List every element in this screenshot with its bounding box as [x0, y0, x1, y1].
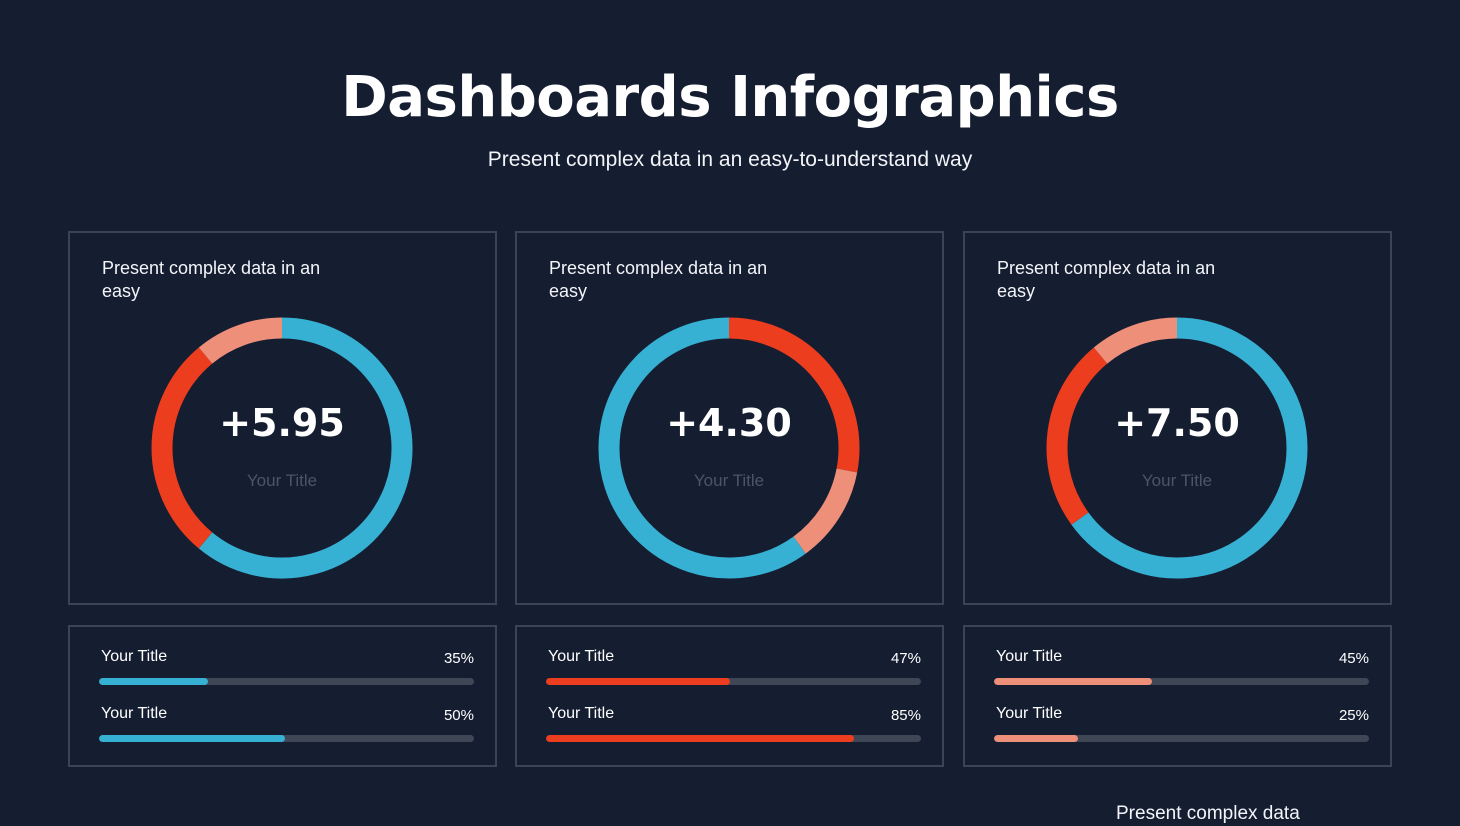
- donut-slice-3: [598, 317, 806, 579]
- donut-slice-2: [793, 468, 858, 554]
- progress-percent: 45%: [1338, 650, 1369, 667]
- card-description: Present complex data in an easy: [997, 258, 1216, 301]
- progress-track: [99, 735, 474, 742]
- card-description: Present complex data in an easy: [549, 258, 768, 301]
- progress-row: Your Title 85%: [546, 704, 921, 744]
- card-description: Present complex data in an easy: [102, 258, 321, 301]
- progress-percent: 25%: [1338, 707, 1369, 724]
- donut-center-value: +5.95: [219, 401, 345, 445]
- donut-center-value: +7.50: [1114, 401, 1240, 445]
- progress-fill: [99, 678, 208, 685]
- progress-row: Your Title 25%: [994, 704, 1369, 744]
- progress-label: Your Title: [548, 648, 615, 665]
- donut-slice-2: [1046, 347, 1108, 525]
- progress-percent: 35%: [443, 650, 474, 667]
- donut-chart-2: +4.30 Your Title: [598, 317, 860, 579]
- progress-label: Your Title: [101, 648, 168, 665]
- progress-fill: [546, 735, 854, 742]
- progress-row: Your Title 45%: [994, 647, 1369, 687]
- progress-track: [994, 735, 1369, 742]
- page-subtitle: Present complex data in an easy-to-under…: [487, 148, 973, 171]
- progress-row: Your Title 35%: [99, 647, 474, 687]
- donut-center-value: +4.30: [666, 401, 792, 445]
- progress-fill: [99, 735, 285, 742]
- progress-label: Your Title: [996, 648, 1063, 665]
- donut-slice-3: [198, 317, 283, 364]
- progress-card-1: Your Title 35% Your Title 50%: [68, 625, 497, 767]
- progress-percent: 47%: [890, 650, 921, 667]
- progress-label: Your Title: [101, 705, 168, 722]
- donut-chart-3: +7.50 Your Title: [1046, 317, 1308, 579]
- progress-fill: [994, 735, 1079, 742]
- progress-track: [99, 678, 474, 685]
- donut-slice-3: [1093, 317, 1178, 364]
- progress-track: [546, 678, 921, 685]
- donut-center-label: Your Title: [1142, 471, 1212, 490]
- donut-chart-1: +5.95 Your Title: [151, 317, 413, 579]
- progress-row: Your Title 50%: [99, 704, 474, 744]
- donut-center-label: Your Title: [694, 471, 764, 490]
- donut-slice-1: [1071, 317, 1308, 579]
- progress-fill: [994, 678, 1152, 685]
- chart-card-3: Present complex data in an easy +7.50 Yo…: [963, 231, 1392, 605]
- progress-label: Your Title: [996, 705, 1063, 722]
- chart-card-1: Present complex data in an easy +5.95 Yo…: [68, 231, 497, 605]
- donut-slice-1: [728, 317, 860, 473]
- donut-center-label: Your Title: [247, 471, 317, 490]
- progress-track: [994, 678, 1369, 685]
- donut-slice-1: [198, 317, 413, 579]
- progress-track: [546, 735, 921, 742]
- footer-text: Present complex data: [1116, 803, 1300, 824]
- progress-label: Your Title: [548, 705, 615, 722]
- progress-percent: 85%: [890, 707, 921, 724]
- progress-card-3: Your Title 45% Your Title 25%: [963, 625, 1392, 767]
- donut-slice-2: [151, 347, 213, 549]
- chart-card-2: Present complex data in an easy +4.30 Yo…: [515, 231, 944, 605]
- progress-fill: [546, 678, 730, 685]
- page-title: Dashboards Infographics: [341, 65, 1119, 130]
- progress-percent: 50%: [443, 707, 474, 724]
- progress-card-2: Your Title 47% Your Title 85%: [515, 625, 944, 767]
- progress-row: Your Title 47%: [546, 647, 921, 687]
